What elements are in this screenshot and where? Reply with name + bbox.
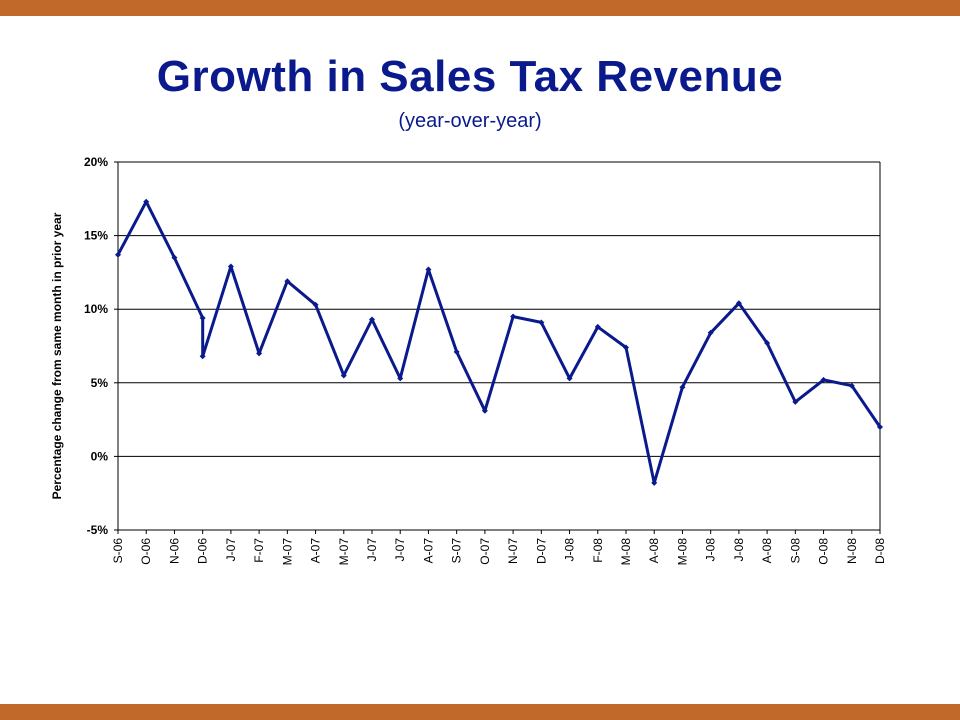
- x-tick-label: F-08: [591, 538, 605, 563]
- x-tick-label: S-08: [788, 538, 802, 564]
- data-point: [453, 348, 460, 355]
- data-point: [735, 300, 742, 307]
- x-tick-label: J-08: [732, 538, 746, 562]
- data-point: [877, 423, 883, 430]
- x-tick-label: J-07: [224, 538, 238, 562]
- data-point: [566, 375, 573, 382]
- data-point: [848, 382, 855, 389]
- data-point: [284, 278, 291, 285]
- data-point: [171, 254, 178, 261]
- series-group: [115, 198, 883, 486]
- x-tick-label: N-06: [167, 538, 181, 564]
- data-point: [679, 384, 686, 391]
- data-point: [199, 315, 206, 322]
- top-accent-band: [0, 0, 960, 16]
- x-tick-label: N-08: [845, 538, 859, 564]
- data-point: [792, 398, 799, 405]
- page-title: Growth in Sales Tax Revenue: [156, 52, 784, 101]
- data-point: [115, 251, 121, 258]
- data-point: [312, 301, 319, 308]
- y-axis-ticks: -5% 0% 5% 10% 15% 20%: [84, 155, 118, 537]
- data-point: [623, 344, 629, 351]
- x-tick-label: J-07: [365, 538, 379, 562]
- page-subtitle: (year-over-year): [398, 110, 542, 132]
- x-tick-label: M-07: [337, 538, 351, 566]
- x-tick-label: A-07: [309, 538, 323, 564]
- x-tick-label: N-07: [506, 538, 520, 564]
- x-tick-label: O-08: [817, 538, 831, 565]
- y-tick-label: 0%: [91, 449, 109, 463]
- data-point: [199, 353, 206, 360]
- y-tick-label: -5%: [87, 523, 109, 537]
- x-tick-label: M-08: [675, 538, 689, 566]
- data-point: [340, 372, 347, 379]
- data-point: [538, 319, 545, 326]
- x-tick-label: S-07: [450, 538, 464, 564]
- x-tick-label: O-07: [478, 538, 492, 565]
- y-tick-label: 5%: [91, 376, 109, 390]
- x-tick-label: A-07: [421, 538, 435, 564]
- x-tick-label: O-06: [139, 538, 153, 565]
- x-tick-label: D-07: [534, 538, 548, 564]
- x-tick-label: A-08: [760, 538, 774, 564]
- x-tick-label: F-07: [252, 538, 266, 563]
- data-point: [510, 313, 517, 320]
- data-point: [707, 329, 714, 336]
- data-point: [227, 263, 234, 270]
- x-tick-label: M-08: [619, 538, 633, 566]
- x-tick-label: J-07: [393, 538, 407, 562]
- x-tick-label: A-08: [647, 538, 661, 564]
- data-point: [256, 350, 263, 357]
- x-axis-ticks: S-06 O-06 N-06 D-06 J-07 F-07 M-07 A-07 M-07 J-07…: [111, 530, 887, 565]
- data-point: [481, 407, 488, 414]
- data-point: [397, 375, 404, 382]
- x-tick-label: J-08: [704, 538, 718, 562]
- data-point: [651, 479, 658, 486]
- data-point: [143, 198, 150, 205]
- y-tick-label: 10%: [84, 302, 108, 316]
- data-point: [764, 340, 771, 347]
- bottom-accent-band: [0, 704, 960, 720]
- data-point: [425, 266, 432, 273]
- axes: [117, 162, 881, 530]
- x-tick-label: J-08: [563, 538, 577, 562]
- gridlines: [118, 161, 880, 531]
- data-point: [369, 316, 375, 323]
- x-tick-label: D-08: [873, 538, 887, 564]
- data-point: [820, 376, 827, 383]
- x-tick-label: S-06: [111, 538, 125, 564]
- x-tick-label: D-06: [196, 538, 210, 564]
- x-tick-label: M-07: [280, 538, 294, 566]
- y-axis-label: Percentage change from same month in pri…: [50, 212, 64, 499]
- y-tick-label: 20%: [84, 155, 108, 169]
- y-tick-label: 15%: [84, 229, 108, 243]
- data-point: [594, 323, 601, 330]
